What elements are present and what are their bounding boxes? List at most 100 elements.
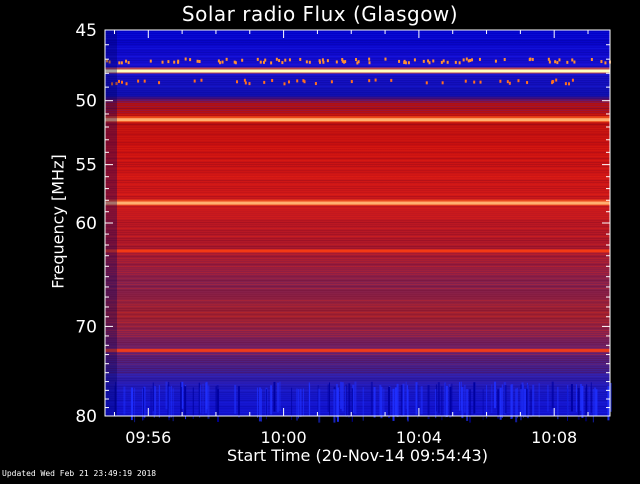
- medium-band: [105, 249, 610, 253]
- y-tick-label: 45: [75, 21, 97, 41]
- texture-line: [105, 170, 610, 171]
- y-axis-ticks: 45 50 55 60 70 80: [75, 21, 610, 427]
- texture-line: [105, 190, 610, 191]
- band-speckle: [259, 60, 262, 64]
- texture-line: [105, 46, 610, 47]
- y-tick-label: 50: [75, 92, 97, 112]
- band-speckle: [526, 81, 529, 85]
- texture-line: [105, 78, 610, 79]
- band-speckle: [590, 57, 593, 61]
- band-speckle: [467, 59, 470, 63]
- blue-streak: [466, 389, 469, 421]
- band-speckle: [499, 79, 502, 83]
- blue-streak: [417, 384, 419, 419]
- texture-line: [105, 384, 610, 385]
- texture-line: [105, 264, 610, 265]
- texture-line: [105, 374, 610, 375]
- blue-streak: [299, 388, 302, 417]
- blue-streak: [388, 386, 391, 419]
- texture-line: [105, 276, 610, 277]
- blue-streak: [445, 385, 448, 418]
- blue-streak: [155, 386, 157, 415]
- blue-streak: [302, 388, 304, 416]
- texture-line: [105, 162, 610, 163]
- blue-streak: [345, 386, 347, 417]
- texture-line: [105, 402, 610, 403]
- band-speckle: [111, 82, 114, 86]
- texture-line: [105, 398, 610, 399]
- blue-streak: [192, 387, 194, 419]
- blue-streak: [347, 383, 350, 418]
- texture-line: [105, 136, 610, 137]
- updated-timestamp: Updated Wed Feb 21 23:49:19 2018: [2, 469, 157, 478]
- band-speckle: [573, 60, 576, 64]
- texture-line: [105, 244, 610, 245]
- band-speckle: [440, 60, 443, 64]
- texture-line: [105, 138, 610, 139]
- band-speckle: [299, 57, 302, 61]
- texture-line: [105, 82, 610, 83]
- band-speckle: [321, 58, 324, 62]
- blue-streak: [216, 385, 219, 417]
- texture-line: [105, 60, 610, 61]
- texture-line: [105, 208, 610, 209]
- band-speckle: [390, 78, 393, 82]
- band-speckle: [248, 82, 251, 86]
- texture-line: [105, 336, 610, 337]
- band-speckle: [432, 59, 435, 63]
- texture-line: [105, 212, 610, 213]
- texture-line: [105, 164, 610, 165]
- texture-line: [105, 306, 610, 307]
- texture-line: [105, 86, 610, 87]
- texture-line: [105, 322, 610, 323]
- texture-line: [105, 240, 610, 241]
- band-speckle: [127, 61, 130, 65]
- texture-line: [105, 64, 610, 65]
- texture-line: [105, 344, 610, 345]
- band-speckle: [368, 79, 371, 83]
- blue-streak: [461, 386, 464, 419]
- blue-streak: [521, 382, 524, 417]
- texture-line: [105, 372, 610, 373]
- texture-line: [105, 370, 610, 371]
- texture-line: [105, 380, 610, 381]
- blue-streak: [402, 383, 405, 416]
- texture-line: [105, 84, 610, 85]
- x-tick-label: 09:56: [125, 428, 171, 447]
- blue-streak: [590, 382, 592, 413]
- texture-line: [105, 168, 610, 169]
- band-speckle: [473, 80, 476, 84]
- band-speckle: [479, 80, 482, 84]
- blue-streak: [449, 386, 452, 418]
- texture-line: [105, 310, 610, 311]
- texture-line: [105, 262, 610, 263]
- texture-line: [105, 102, 610, 103]
- band-speckle: [528, 58, 531, 62]
- texture-line: [105, 362, 610, 363]
- blue-streak: [383, 388, 385, 417]
- band-speckle: [566, 60, 569, 64]
- texture-line: [105, 298, 610, 299]
- texture-line: [105, 324, 610, 325]
- band-speckle: [335, 60, 338, 64]
- band-speckle: [478, 57, 481, 61]
- texture-line: [105, 338, 610, 339]
- band-speckle: [384, 57, 387, 61]
- band-speckle: [330, 80, 333, 84]
- texture-line: [105, 360, 610, 361]
- band-speckle: [427, 59, 430, 63]
- blue-streak: [530, 389, 532, 418]
- band-speckle: [305, 60, 308, 64]
- band-speckle: [558, 58, 561, 62]
- texture-line: [105, 412, 610, 413]
- texture-line: [105, 122, 610, 123]
- band-speckle: [120, 80, 123, 84]
- band-speckle: [303, 80, 306, 84]
- band-speckle: [454, 60, 457, 64]
- texture-line: [105, 280, 610, 281]
- blue-streak: [352, 384, 355, 413]
- blue-streak: [441, 386, 443, 421]
- texture-line: [105, 252, 610, 253]
- blue-streak: [482, 389, 484, 421]
- band-speckle: [318, 59, 321, 63]
